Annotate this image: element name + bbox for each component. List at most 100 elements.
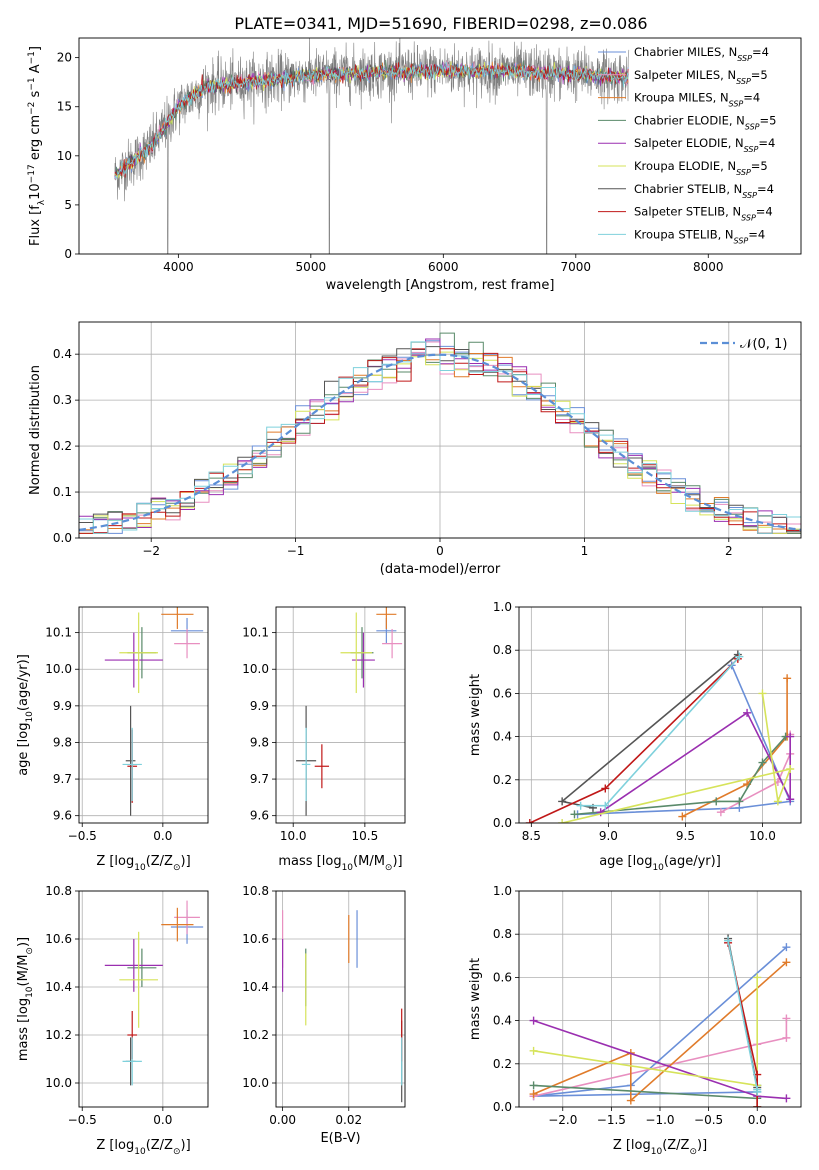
axis-label: mass [log10(M/M⊙)] (16, 937, 35, 1061)
x-tick-label: 2 (725, 544, 733, 558)
label-part: −1 (27, 51, 37, 64)
legend-entry-salpeter_stelib: Salpeter STELIB, NSSP=4 (634, 205, 773, 223)
weight-marker-chabrier_elodie (758, 758, 767, 767)
label-sub: 10 (134, 1147, 146, 1157)
label-sub: 10 (25, 986, 35, 998)
weight-marker-chabrier_stelib (558, 797, 567, 806)
label-sub: 10 (342, 863, 354, 873)
x-tick-label: 7000 (561, 260, 592, 274)
axis-label: Z [log10(Z/Z⊙)] (96, 854, 190, 873)
x-tick-label: −1.0 (645, 1113, 674, 1127)
panel-spectrum: 4000 5000 6000 7000 8000 0 5 10 15 20 wavelength [… (27, 37, 802, 293)
y-tick-label: 10.0 (45, 662, 72, 676)
weight-marker-salpeter_stelib (601, 784, 610, 793)
label-part: (age/yr (16, 664, 31, 711)
y-tick-label: 15 (57, 100, 72, 114)
y-tick-label: 10.0 (242, 1076, 269, 1090)
x-tick-label: 0.0 (153, 829, 172, 843)
weight-marker-salpeter_elodie (596, 808, 605, 817)
label-part: mass [log (278, 854, 341, 869)
legend-text: =5 (751, 159, 768, 173)
weight-marker-salpeter_elodie (786, 732, 795, 741)
legend-sub: SSP (736, 76, 751, 85)
label-part: Z [log (96, 1138, 134, 1153)
axis-label: age [log10(age/yr)] (599, 854, 721, 873)
x-tick-label: 5000 (296, 260, 327, 274)
x-tick-label: 0 (436, 544, 444, 558)
label-part: (Z/Z (146, 1138, 173, 1153)
y-tick-label: 10.1 (242, 626, 269, 640)
x-tick-label: 0.0 (748, 1113, 767, 1127)
label-part: −17 (27, 164, 37, 183)
weight-marker-chabrier_elodie (712, 797, 721, 806)
label-sub: ⊙ (173, 863, 181, 873)
legend-sub: SSP (745, 122, 760, 131)
legend-text: =4 (743, 91, 760, 105)
histogram-kroupa_stelib (79, 341, 801, 534)
legend-text: =4 (757, 182, 774, 196)
label-part: erg cm (28, 115, 43, 164)
legend-text: Salpeter MILES, N (634, 68, 736, 82)
legend-entry-salpeter_elodie: Salpeter ELODIE, NSSP=4 (634, 136, 775, 154)
weight-marker-kroupa_elodie (753, 973, 762, 982)
weight-marker-salpeter_stelib (753, 1103, 762, 1107)
legend-sub: SSP (744, 145, 759, 154)
weight-Z-y-label: mass weight (468, 958, 483, 1040)
legend-text: =4 (748, 227, 765, 241)
y-tick-label: 10.6 (242, 932, 269, 946)
label-part: λ (37, 199, 47, 205)
legend-text: Kroupa STELIB, N (634, 227, 734, 241)
label-sub: 10 (25, 711, 35, 723)
label-part: age [log (16, 723, 31, 776)
y-tick-label: 0.4 (53, 347, 72, 361)
y-tick-label: 10.1 (45, 626, 72, 640)
legend-text: =4 (752, 45, 769, 59)
panel-residuals: −2 −1 0 1 2 0.0 0.1 0.2 0.3 0.4 (data-model)/error… (28, 321, 802, 577)
axis-label: age [log10(age/yr)] (16, 654, 35, 776)
weight-marker-kroupa_stelib (576, 801, 585, 810)
weight-marker-kroupa_miles (783, 674, 792, 683)
label-sub: ⊙ (25, 947, 35, 955)
label-part: Z [log (96, 854, 134, 869)
y-tick-label: 0.3 (53, 393, 72, 407)
y-tick-label: 9.9 (53, 699, 72, 713)
y-tick-label: 10.0 (242, 662, 269, 676)
y-tick-label: 20 (57, 51, 72, 65)
y-tick-label: 0.0 (493, 816, 512, 830)
legend-sub: SSP (737, 54, 752, 63)
plot-area (104, 900, 204, 1086)
label-sub: 10 (651, 1147, 663, 1157)
ebv-x-label: E(B-V) (320, 1131, 360, 1146)
label-part: mass [log (16, 998, 31, 1061)
label-part: (age/yr (664, 854, 711, 869)
y-tick-label: 10.0 (45, 1076, 72, 1090)
y-tick-label: 0.2 (53, 439, 72, 453)
legend-text: =5 (751, 68, 768, 82)
axes-frame (275, 606, 406, 824)
label-sub: ⊙ (689, 1147, 697, 1157)
panel-age_vs_Z: −0.5 0.09.69.79.89.910.010.1Z [log10(Z/Z⊙… (16, 606, 209, 873)
axes-frame (78, 321, 802, 539)
x-tick-label: 8000 (693, 260, 724, 274)
y-tick-label: 0.4 (493, 730, 512, 744)
legend-text: Salpeter ELODIE, N (634, 136, 744, 150)
y-tick-label: 10.8 (242, 884, 269, 898)
weight-marker-kroupa_stelib (724, 936, 733, 945)
legend-entry-chabrier_elodie: Chabrier ELODIE, NSSP=5 (634, 113, 776, 130)
y-tick-label: 10.2 (45, 1028, 72, 1042)
x-tick-label: −0.5 (68, 1113, 97, 1127)
label-sub: ⊙ (385, 863, 393, 873)
label-part: (M/M (16, 955, 31, 987)
x-tick-label: 1 (581, 544, 589, 558)
legend-sub: SSP (742, 190, 757, 199)
label-part: (Z/Z (146, 854, 173, 869)
legend-sub: SSP (736, 168, 751, 177)
label-part: )] (392, 854, 402, 869)
label-part: −2 (27, 102, 37, 115)
y-tick-label: 10.4 (45, 980, 72, 994)
label-sub: 10 (652, 863, 664, 873)
label-part: )] (711, 854, 721, 869)
weight-marker-chabrier_miles (782, 943, 791, 952)
x-tick-label: 10.0 (749, 829, 776, 843)
